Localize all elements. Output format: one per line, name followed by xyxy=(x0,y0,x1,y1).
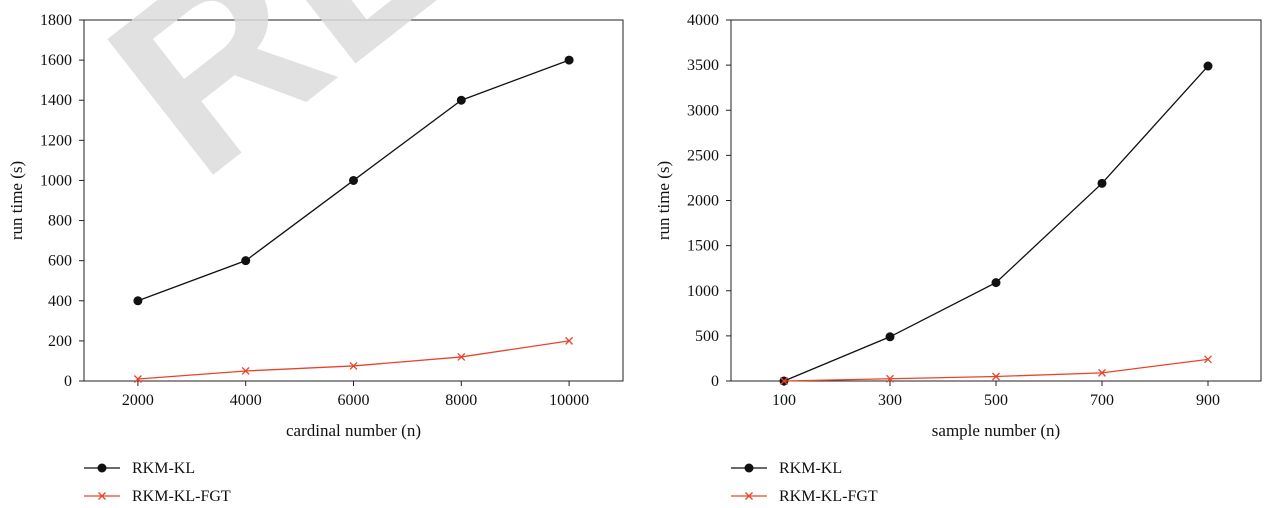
y-tick-label: 1000 xyxy=(687,283,719,300)
data-point xyxy=(991,278,1001,288)
x-axis-title: cardinal number (n) xyxy=(286,421,421,440)
chart-1: 0 200 400 600 800 1000 1200 1400 1600 1800 2000 400… xyxy=(7,12,624,505)
data-point xyxy=(457,352,466,361)
x-tick-label: 700 xyxy=(1090,392,1114,409)
y-tick-label: 1400 xyxy=(40,92,72,109)
data-point xyxy=(349,175,358,185)
y-tick-label: 600 xyxy=(48,253,72,270)
data-point xyxy=(349,361,358,370)
legend-label: RKM-KL xyxy=(779,460,842,477)
x-tick-label: 100 xyxy=(772,392,796,409)
data-point xyxy=(1098,368,1106,377)
y-tick-label: 0 xyxy=(711,373,719,390)
data-point xyxy=(565,336,574,345)
x-tick-label: 500 xyxy=(984,392,1008,409)
data-point xyxy=(133,296,143,306)
y-tick-label: 1200 xyxy=(40,132,72,149)
y-tick-label: 1600 xyxy=(40,52,72,69)
data-point xyxy=(133,375,142,383)
data-point xyxy=(885,332,895,342)
legend-label: RKM-KL-FGT xyxy=(779,488,878,505)
y-tick-label: 400 xyxy=(48,293,72,310)
legend-marker xyxy=(745,492,753,500)
y-tick-label: 3500 xyxy=(687,57,719,74)
y-tick-label: 500 xyxy=(695,328,719,345)
x-tick-label: 2000 xyxy=(122,392,154,409)
plot-frame xyxy=(730,19,1262,382)
legend-marker xyxy=(744,463,754,473)
y-tick-label: 3000 xyxy=(687,102,719,119)
y-tick-label: 1500 xyxy=(687,238,719,255)
legend-label: RKM-KL xyxy=(132,460,195,477)
data-point xyxy=(992,372,1000,381)
data-point xyxy=(1204,355,1212,364)
data-point xyxy=(241,256,251,266)
series-line-rkm-kl xyxy=(783,65,1209,382)
data-point xyxy=(241,367,250,375)
y-tick-label: 800 xyxy=(48,213,72,230)
data-point xyxy=(780,377,788,385)
x-tick-label: 6000 xyxy=(338,392,370,409)
legend-marker xyxy=(97,463,107,473)
x-tick-label: 10000 xyxy=(549,392,589,409)
data-point xyxy=(1097,178,1107,188)
x-tick-label: 300 xyxy=(878,392,902,409)
series-line-rkm-kl-fgt xyxy=(137,340,570,380)
series-line-rkm-kl-fgt xyxy=(783,358,1209,382)
y-tick-label: 200 xyxy=(48,333,72,350)
data-point xyxy=(1203,61,1213,71)
y-tick-label: 1000 xyxy=(40,172,72,189)
data-point xyxy=(886,374,894,383)
y-axis-title: run time (s) xyxy=(7,161,26,240)
y-tick-label: 2500 xyxy=(687,147,719,164)
y-axis-title: run time (s) xyxy=(654,161,673,240)
y-tick-label: 1800 xyxy=(40,12,72,29)
legend-marker xyxy=(98,492,106,500)
x-tick-label: 8000 xyxy=(445,392,477,409)
x-axis-title: sample number (n) xyxy=(932,421,1060,440)
x-tick-label: 4000 xyxy=(230,392,262,409)
legend-label: RKM-KL-FGT xyxy=(132,488,231,505)
y-tick-label: 2000 xyxy=(687,193,719,210)
data-point xyxy=(564,55,574,65)
y-tick-label: 0 xyxy=(64,373,72,390)
y-tick-label: 4000 xyxy=(687,12,719,29)
chart-2: 0 500 1000 1500 2000 2500 3000 3500 4000 100 300 50… xyxy=(654,12,1262,505)
plot-frame xyxy=(83,19,624,382)
x-tick-label: 900 xyxy=(1196,392,1220,409)
data-point xyxy=(456,95,466,105)
